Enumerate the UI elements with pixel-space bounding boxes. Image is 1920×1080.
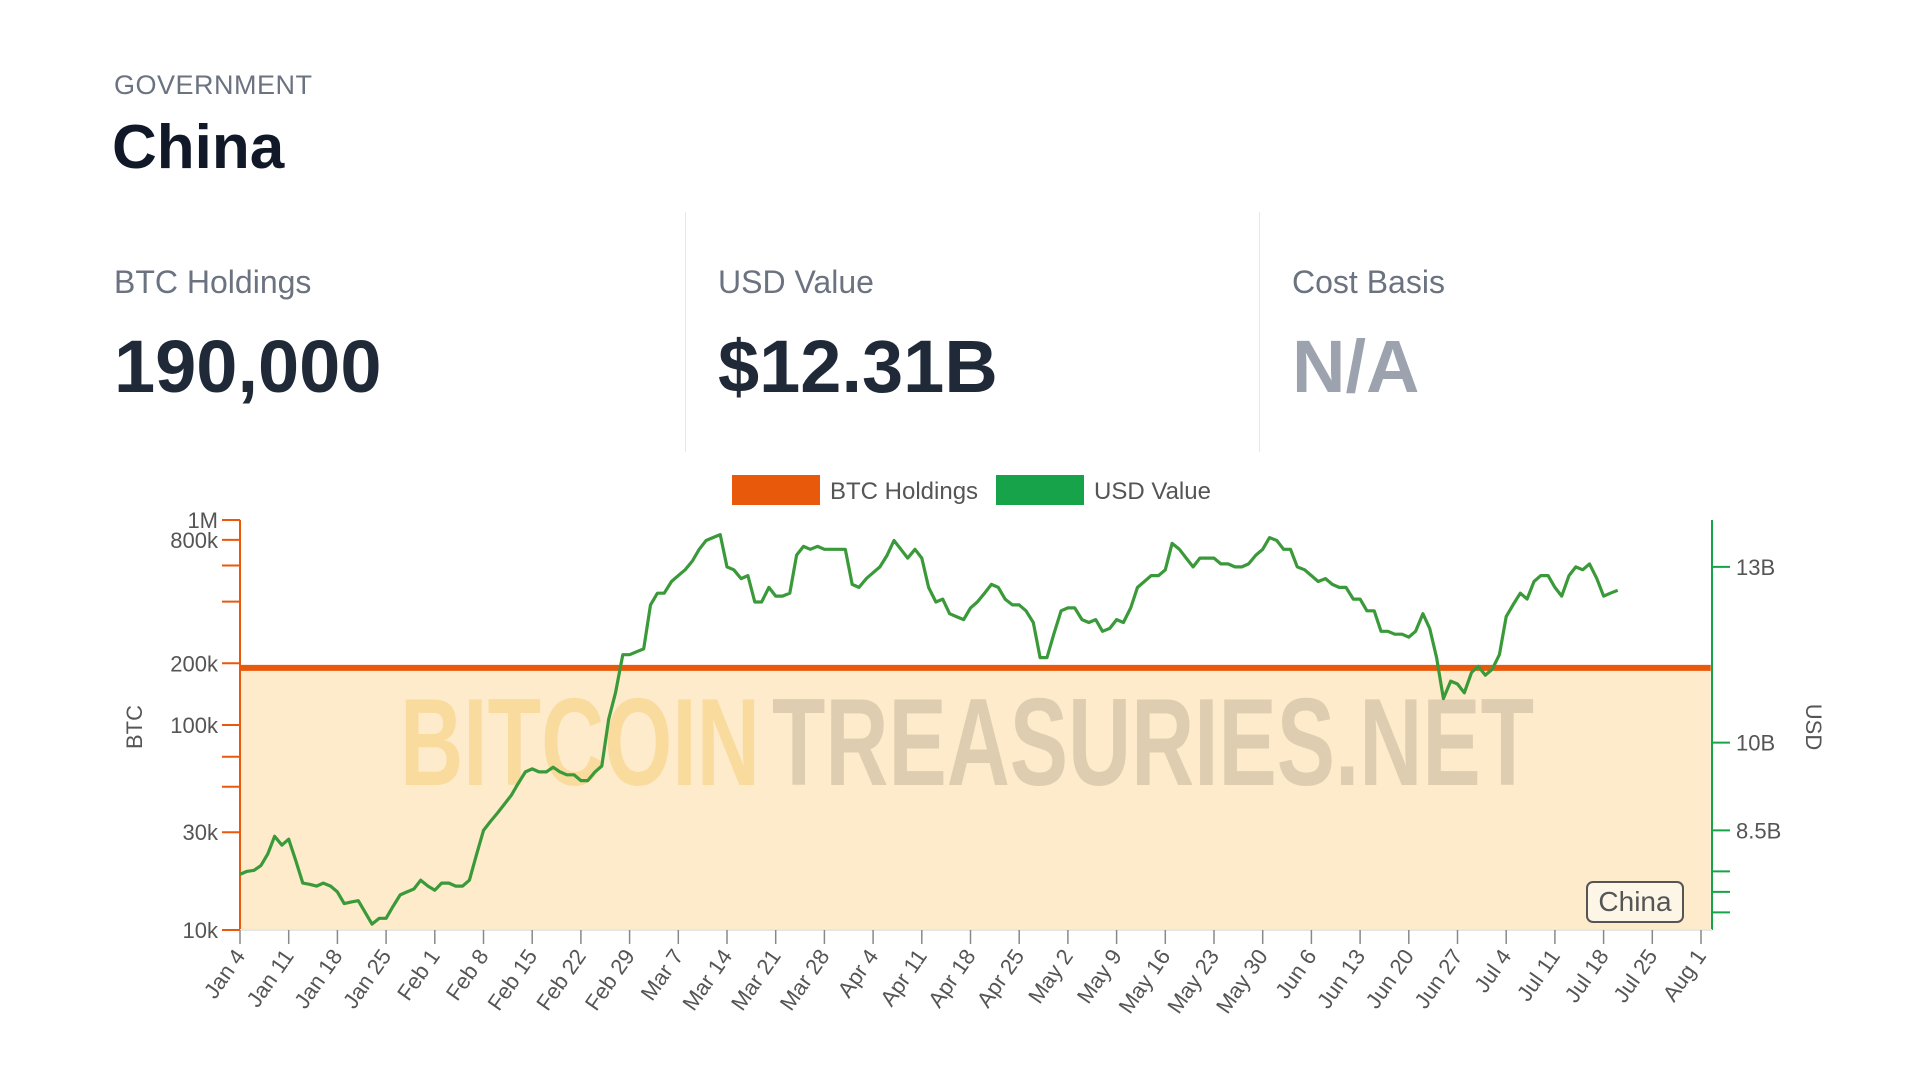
left-tick-label: 10k xyxy=(183,918,219,943)
right-axis-title: USD xyxy=(1801,704,1826,750)
right-tick-label: 10B xyxy=(1736,731,1775,756)
left-tick-label: 800k xyxy=(170,528,219,553)
x-tick-label: May 30 xyxy=(1211,945,1273,1018)
x-tick-label: Feb 29 xyxy=(580,945,640,1015)
x-tick-label: Jun 20 xyxy=(1361,945,1419,1013)
holdings-chart: BTC Holdings USD Value BITCOIN TREASURIES… xyxy=(122,475,1826,1018)
x-tick-label: Jan 18 xyxy=(289,945,347,1013)
x-tick-label: Jul 4 xyxy=(1469,945,1516,997)
x-tick-label: Apr 4 xyxy=(833,945,884,1002)
left-tick-label: 30k xyxy=(183,820,219,845)
x-tick-label: Jan 25 xyxy=(338,945,396,1013)
category-label: GOVERNMENT xyxy=(114,70,313,100)
btc-holdings-area xyxy=(240,667,1711,930)
legend-label-1: USD Value xyxy=(1094,478,1211,505)
x-tick-label: Mar 21 xyxy=(726,945,786,1015)
x-tick-label: Apr 11 xyxy=(875,945,932,1011)
x-tick-label: Jul 25 xyxy=(1608,945,1662,1007)
x-tick-label: Aug 1 xyxy=(1658,945,1711,1006)
left-tick-label: 100k xyxy=(170,713,219,738)
x-tick-label: Apr 25 xyxy=(972,945,1030,1012)
x-tick-label: Mar 14 xyxy=(677,945,737,1015)
x-tick-label: May 2 xyxy=(1023,945,1078,1008)
left-tick-label: 200k xyxy=(170,651,219,676)
x-tick-label: Feb 1 xyxy=(392,945,445,1005)
watermark-text-1: BITCOIN xyxy=(400,674,760,812)
x-tick-label: Jun 27 xyxy=(1409,945,1467,1013)
left-axis-title: BTC xyxy=(122,705,147,749)
stat-value-usd-value: $12.31B xyxy=(718,325,998,408)
x-tick-label: Apr 18 xyxy=(923,945,981,1012)
page-title: China xyxy=(112,113,285,182)
x-tick-label: Mar 28 xyxy=(775,945,835,1015)
watermark-text-2: TREASURIES.NET xyxy=(772,674,1534,812)
badge-label: China xyxy=(1598,886,1672,917)
left-tick-label: 1M xyxy=(187,508,218,533)
chart-legend: BTC Holdings USD Value xyxy=(732,475,1211,505)
legend-swatch-0 xyxy=(732,475,820,505)
usd-value-line xyxy=(239,532,1619,926)
chart-badge: China xyxy=(1586,881,1684,923)
x-tick-label: Feb 15 xyxy=(483,945,543,1015)
x-tick-label: Jul 18 xyxy=(1560,945,1614,1007)
x-tick-label: Jun 13 xyxy=(1312,945,1370,1013)
right-tick-label: 8.5B xyxy=(1736,818,1781,843)
stat-value-btc-holdings: 190,000 xyxy=(114,325,382,408)
stat-label-btc-holdings: BTC Holdings xyxy=(114,264,312,300)
x-tick-label: Jul 11 xyxy=(1512,945,1565,1006)
right-tick-label: 13B xyxy=(1736,555,1775,580)
x-tick-label: Jan 11 xyxy=(241,945,298,1012)
badge-box xyxy=(1586,881,1684,923)
legend-swatch-1 xyxy=(996,475,1084,505)
stat-divider xyxy=(1259,212,1260,452)
x-tick-label: Feb 22 xyxy=(531,945,591,1015)
chart-container: BTC Holdings USD Value BITCOIN TREASURIES… xyxy=(0,455,1920,1080)
stat-label-cost-basis: Cost Basis xyxy=(1292,264,1445,300)
stat-label-usd-value: USD Value xyxy=(718,264,874,300)
watermark: BITCOIN TREASURIES.NET xyxy=(400,674,1534,812)
stat-divider xyxy=(685,212,686,452)
stats-row: BTC Holdings 190,000 USD Value $12.31B C… xyxy=(114,212,1804,452)
stat-value-cost-basis: N/A xyxy=(1292,325,1420,408)
legend-label-0: BTC Holdings xyxy=(830,478,978,505)
